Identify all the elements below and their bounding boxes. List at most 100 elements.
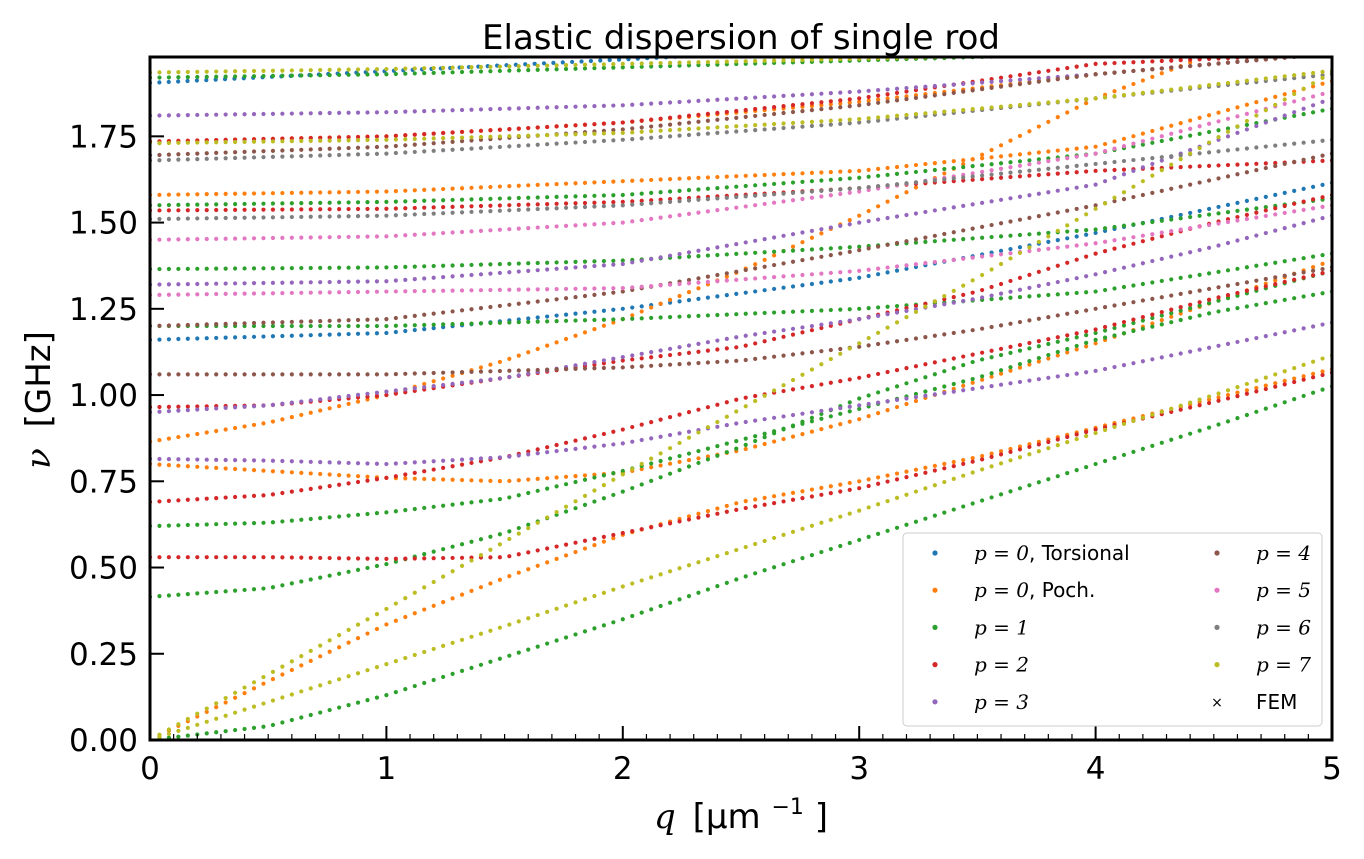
data-point bbox=[1027, 452, 1032, 457]
data-point bbox=[800, 351, 805, 356]
data-point bbox=[762, 264, 767, 269]
data-point bbox=[393, 189, 398, 194]
data-point bbox=[337, 290, 342, 295]
data-point bbox=[507, 127, 512, 132]
data-point bbox=[289, 692, 294, 697]
data-point bbox=[1244, 412, 1249, 418]
data-point bbox=[261, 674, 266, 680]
data-point bbox=[639, 482, 644, 487]
data-point bbox=[1055, 77, 1060, 82]
x-axis-unit-open: [μm bbox=[693, 797, 761, 837]
data-point bbox=[1169, 87, 1174, 92]
data-point bbox=[1216, 135, 1221, 140]
data-point bbox=[516, 493, 521, 498]
data-point bbox=[781, 172, 786, 177]
data-point bbox=[516, 570, 521, 575]
data-point bbox=[894, 397, 900, 402]
data-point bbox=[894, 113, 900, 118]
data-point bbox=[847, 318, 852, 323]
data-point bbox=[195, 202, 200, 207]
data-point bbox=[1102, 287, 1108, 293]
data-point bbox=[790, 180, 796, 185]
data-point bbox=[497, 656, 502, 661]
data-point bbox=[412, 205, 417, 211]
data-point bbox=[545, 546, 550, 551]
data-point bbox=[772, 565, 777, 570]
data-point bbox=[365, 617, 370, 622]
data-point bbox=[876, 371, 881, 377]
data-point bbox=[299, 715, 304, 720]
data-point bbox=[1197, 313, 1202, 318]
data-point bbox=[346, 265, 351, 270]
data-point bbox=[1055, 238, 1060, 243]
data-point bbox=[932, 468, 937, 473]
data-point bbox=[611, 128, 616, 133]
data-point bbox=[374, 67, 380, 72]
data-point bbox=[422, 205, 427, 210]
data-point bbox=[620, 530, 625, 536]
data-point bbox=[261, 320, 266, 325]
data-point bbox=[980, 326, 985, 331]
data-point bbox=[1112, 199, 1117, 204]
data-point bbox=[1330, 51, 1334, 55]
data-point bbox=[195, 431, 200, 437]
data-point bbox=[790, 58, 796, 63]
data-point bbox=[781, 104, 786, 109]
data-point bbox=[838, 223, 843, 228]
data-point bbox=[592, 327, 597, 332]
x-axis-title: q [μm −1 ] bbox=[654, 783, 828, 837]
data-point bbox=[280, 469, 285, 474]
data-point bbox=[1102, 168, 1108, 173]
data-point bbox=[885, 165, 890, 171]
data-point bbox=[1301, 75, 1306, 80]
data-point bbox=[611, 442, 616, 447]
data-point bbox=[251, 372, 257, 377]
data-point bbox=[781, 110, 786, 116]
data-point bbox=[270, 111, 276, 116]
data-point bbox=[1254, 385, 1259, 391]
data-point bbox=[1055, 171, 1060, 176]
data-point bbox=[450, 197, 455, 203]
data-point bbox=[166, 731, 172, 737]
data-point bbox=[233, 236, 238, 241]
data-point bbox=[790, 309, 796, 314]
data-point bbox=[450, 322, 455, 327]
data-point bbox=[857, 396, 862, 401]
data-point bbox=[563, 312, 569, 317]
data-point bbox=[705, 274, 711, 279]
data-point bbox=[478, 456, 484, 461]
data-point bbox=[620, 261, 625, 267]
data-point bbox=[545, 319, 550, 324]
data-point bbox=[166, 237, 172, 242]
data-point bbox=[1027, 102, 1032, 107]
data-point bbox=[970, 380, 975, 385]
data-point bbox=[904, 85, 909, 91]
data-point bbox=[327, 135, 332, 140]
data-point bbox=[1112, 238, 1117, 243]
data-point bbox=[658, 348, 663, 353]
data-point bbox=[459, 637, 465, 642]
data-point bbox=[1017, 455, 1023, 460]
data-point bbox=[1320, 153, 1325, 158]
data-point bbox=[998, 371, 1004, 376]
data-point bbox=[743, 267, 748, 273]
data-point bbox=[1235, 214, 1240, 220]
data-point bbox=[904, 96, 909, 102]
data-point bbox=[658, 255, 663, 260]
data-point bbox=[1216, 269, 1221, 274]
data-point bbox=[1301, 377, 1306, 382]
data-point bbox=[639, 309, 644, 314]
data-point bbox=[715, 347, 720, 352]
data-point bbox=[403, 188, 408, 193]
data-point bbox=[1074, 154, 1079, 159]
data-point bbox=[667, 461, 673, 466]
data-point bbox=[1292, 209, 1297, 214]
data-point bbox=[289, 68, 294, 73]
data-point bbox=[1283, 51, 1287, 55]
data-point bbox=[857, 275, 862, 280]
data-point bbox=[176, 555, 181, 560]
data-point bbox=[526, 452, 531, 457]
data-point bbox=[970, 328, 975, 333]
data-point bbox=[715, 245, 720, 250]
data-point bbox=[1282, 142, 1287, 147]
